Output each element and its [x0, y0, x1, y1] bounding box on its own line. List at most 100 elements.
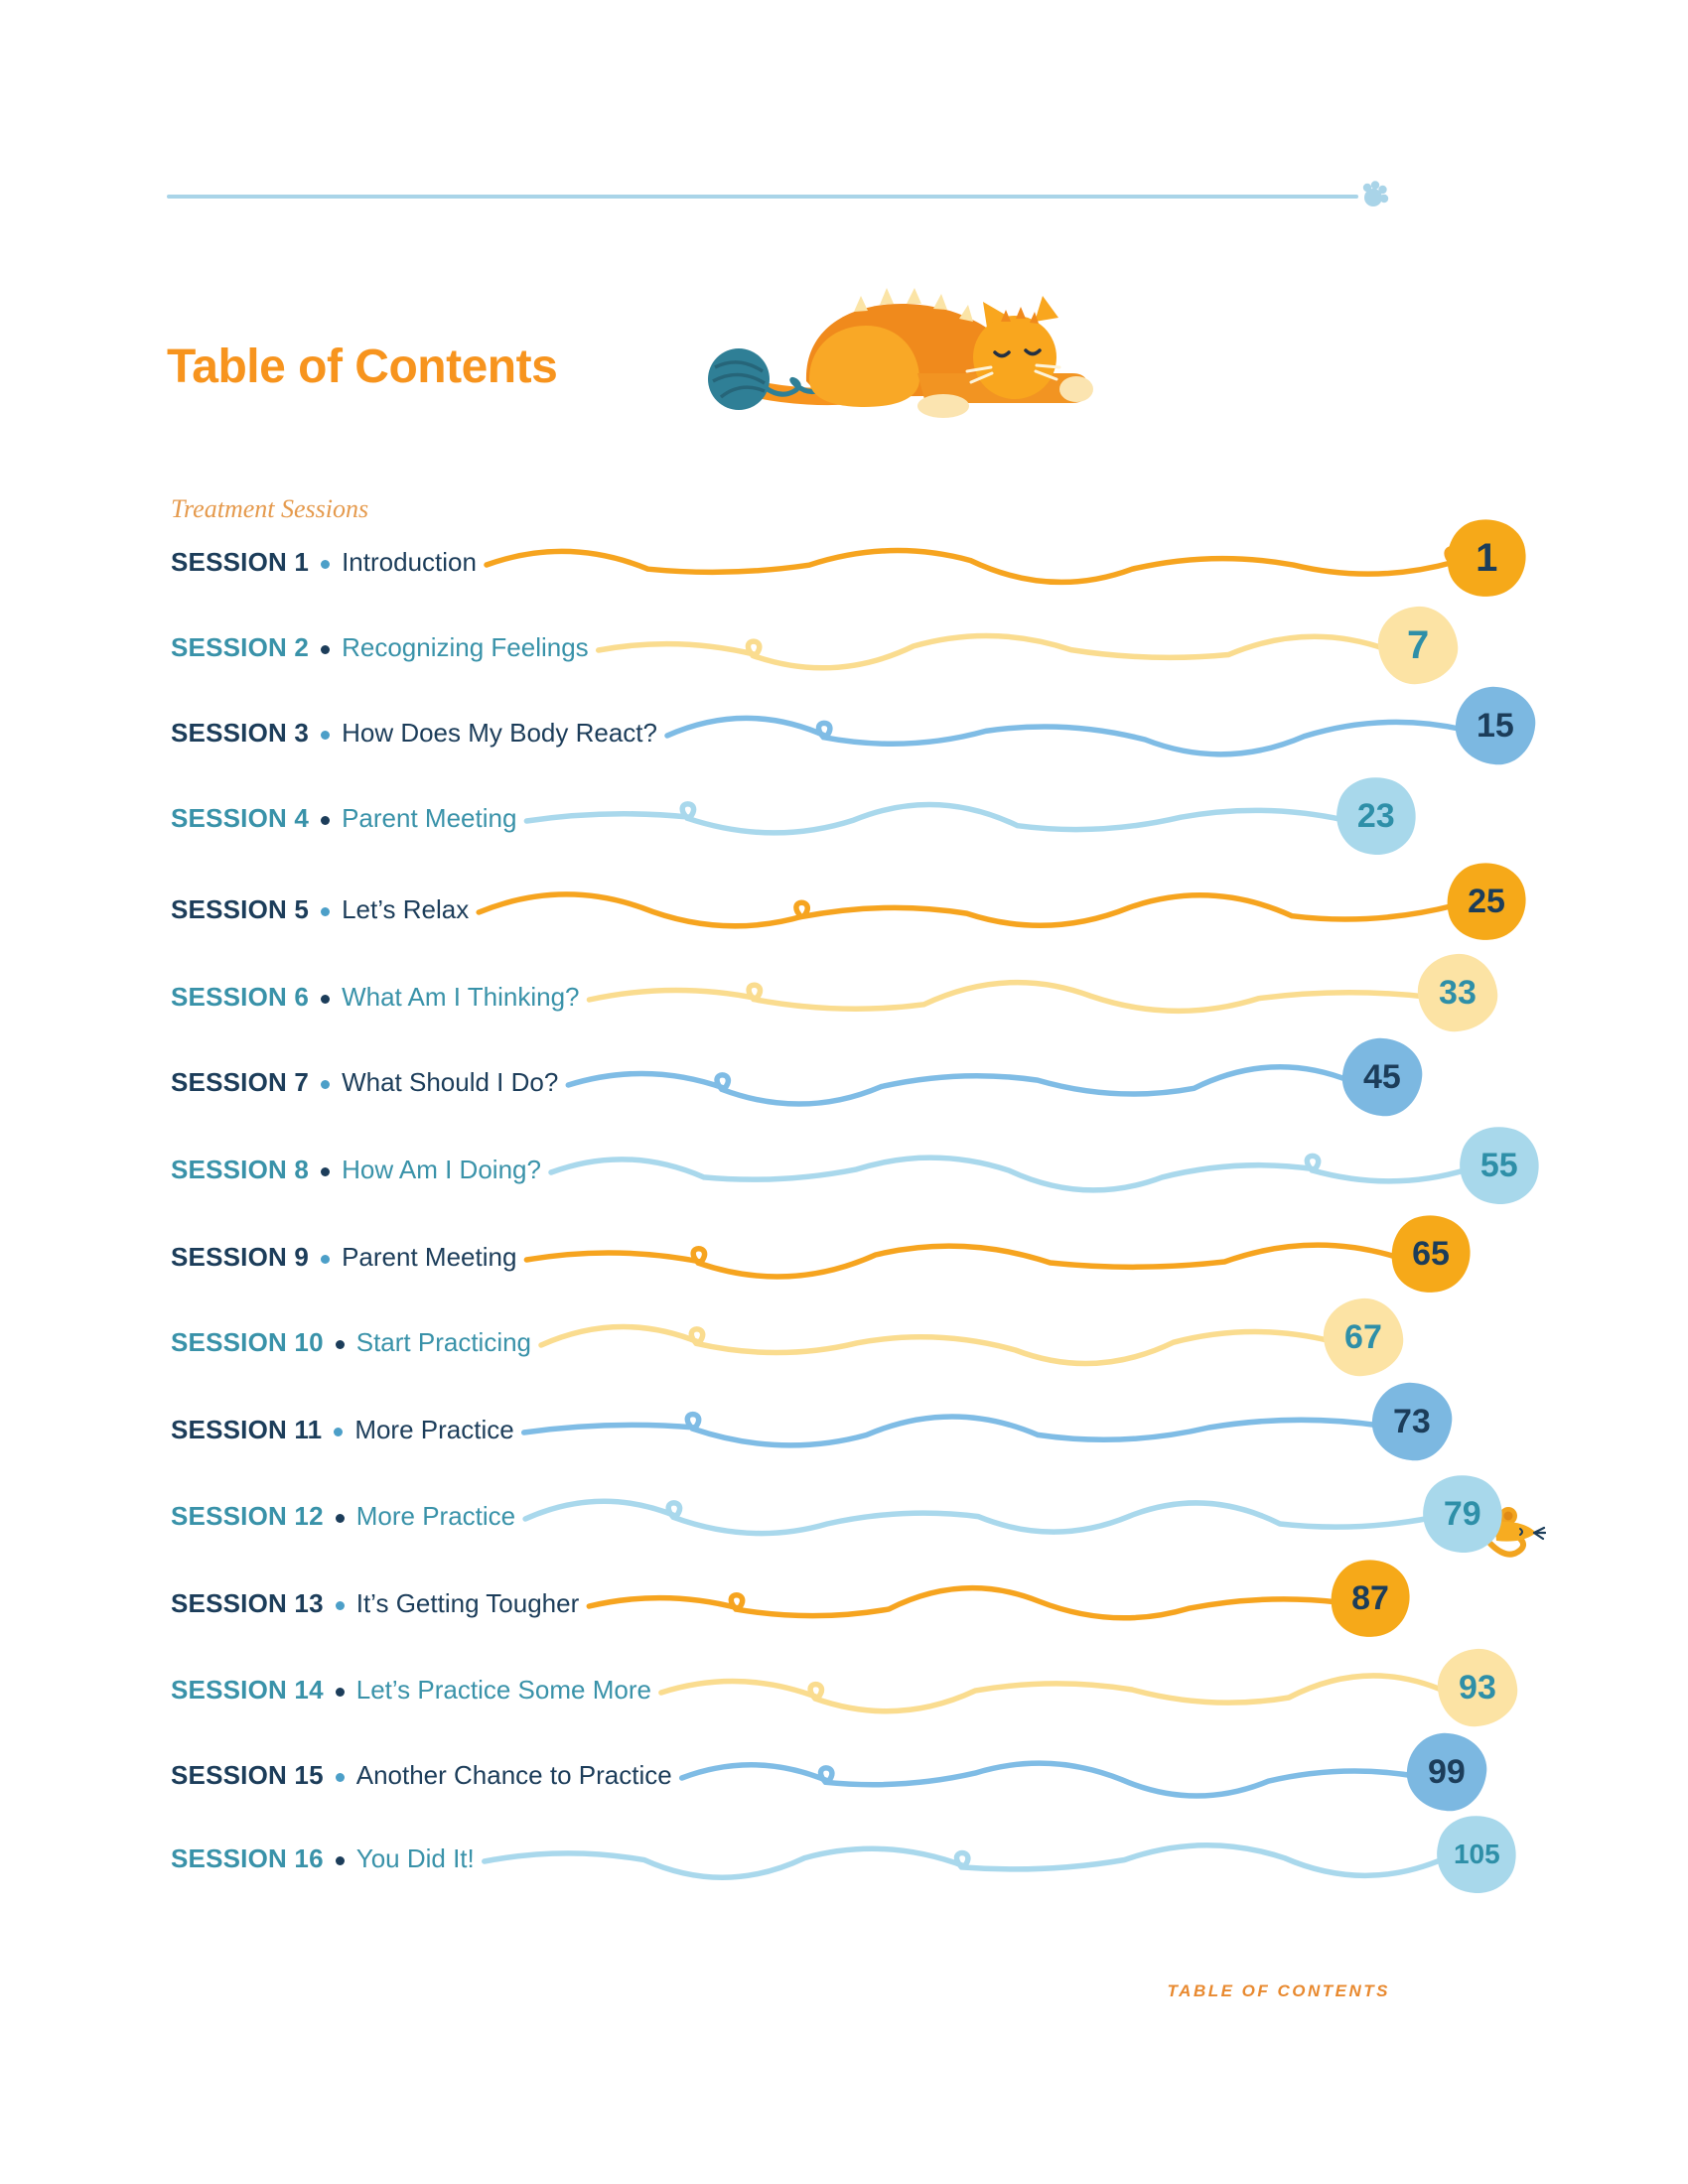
session-label: SESSION 8 [171, 1154, 310, 1184]
bullet-icon [335, 1339, 345, 1349]
toc-row: SESSION 14 Let’s Practice Some More 93 [0, 1646, 1688, 1729]
page-number: 79 [1444, 1494, 1481, 1533]
toc-row: SESSION 3 How Does My Body React? 15 [0, 683, 1688, 768]
session-title: How Am I Doing? [342, 1154, 541, 1184]
page-number: 7 [1406, 622, 1430, 667]
session-label: SESSION 7 [171, 1066, 310, 1097]
page-number: 73 [1393, 1402, 1431, 1440]
yarn-ball-page-blob: 73 [1368, 1379, 1456, 1464]
page-number: 45 [1363, 1057, 1401, 1096]
session-title: Let’s Practice Some More [355, 1674, 651, 1705]
session-label: SESSION 2 [171, 631, 310, 662]
page-number: 93 [1459, 1668, 1496, 1706]
toc-row: SESSION 15 Another Chance to Practice 99 [0, 1729, 1688, 1815]
yarn-ball-page-blob: 15 [1452, 683, 1539, 768]
session-title: What Am I Thinking? [342, 981, 580, 1012]
bullet-icon [321, 906, 331, 916]
bullet-icon [334, 1427, 344, 1436]
page-number: 105 [1453, 1839, 1500, 1869]
session-title: You Did It! [355, 1843, 475, 1873]
page-number: 55 [1480, 1146, 1518, 1184]
session-label: SESSION 1 [171, 546, 310, 577]
session-label: SESSION 4 [171, 802, 310, 833]
yarn-paw-icon [1362, 181, 1389, 206]
yarn-ball-page-blob: 7 [1375, 604, 1461, 687]
page-number: 33 [1439, 973, 1477, 1012]
bullet-icon [335, 1513, 345, 1523]
yarn-ball-page-blob: 33 [1415, 951, 1500, 1034]
page-number: 99 [1428, 1752, 1466, 1791]
yarn-ball-page-blob: 67 [1321, 1296, 1406, 1379]
bullet-icon [321, 644, 331, 654]
toc-row: SESSION 1 Introduction 1 [0, 511, 1688, 605]
toc-row: SESSION 10 Start Practicing 67 [0, 1296, 1688, 1379]
toc-row: SESSION 2 Recognizing Feelings 7 [0, 604, 1688, 687]
session-title: Introduction [342, 546, 477, 577]
session-label: SESSION 5 [171, 893, 310, 924]
session-title: Let’s Relax [342, 893, 470, 924]
toc-row: SESSION 12 More Practice 79 [0, 1466, 1688, 1562]
page-number: 15 [1477, 706, 1514, 745]
header-rule [167, 195, 1358, 199]
toc-row: SESSION 13 It’s Getting Tougher 87 [0, 1552, 1688, 1645]
yarn-ball-page-blob: 105 [1428, 1807, 1525, 1902]
page-number: 1 [1475, 535, 1498, 580]
toc-row: SESSION 11 More Practice 73 [0, 1379, 1688, 1464]
session-title: Parent Meeting [342, 802, 517, 833]
bullet-icon [335, 1600, 345, 1610]
bullet-icon [321, 815, 331, 825]
yarn-ball-page-blob: 23 [1328, 768, 1425, 864]
session-title: Start Practicing [355, 1326, 532, 1357]
page-number: 87 [1351, 1578, 1389, 1617]
session-title: Another Chance to Practice [355, 1759, 672, 1790]
bullet-icon [321, 1166, 331, 1176]
session-title: More Practice [355, 1500, 516, 1531]
session-label: SESSION 12 [171, 1500, 324, 1531]
toc-row: SESSION 8 How Am I Doing? 55 [0, 1118, 1688, 1213]
session-label: SESSION 6 [171, 981, 310, 1012]
bullet-icon [321, 1254, 331, 1264]
yarn-ball-page-blob: 55 [1451, 1118, 1548, 1213]
session-title: How Does My Body React? [342, 717, 657, 748]
session-label: SESSION 10 [171, 1326, 324, 1357]
bullet-icon [321, 730, 331, 740]
session-label: SESSION 11 [171, 1414, 323, 1444]
session-title: More Practice [354, 1414, 514, 1444]
toc-row: SESSION 4 Parent Meeting 23 [0, 768, 1688, 864]
session-label: SESSION 3 [171, 717, 310, 748]
session-label: SESSION 14 [171, 1674, 324, 1705]
page-number: 65 [1412, 1234, 1450, 1273]
session-label: SESSION 15 [171, 1759, 324, 1790]
session-label: SESSION 13 [171, 1587, 324, 1618]
page-number: 67 [1344, 1317, 1382, 1356]
yarn-ball-page-blob: 65 [1383, 1207, 1478, 1300]
yarn-ball-page-blob: 45 [1338, 1034, 1426, 1120]
toc-row: SESSION 9 Parent Meeting 65 [0, 1207, 1688, 1300]
yarn-ball-page-blob: 87 [1323, 1552, 1418, 1645]
sleeping-cat-with-yarn-ball-illustration [708, 288, 1093, 418]
bullet-icon [321, 1079, 331, 1089]
page-title: Table of Contents [167, 341, 558, 393]
yarn-ball-page-blob: 99 [1403, 1729, 1490, 1815]
yarn-ball-page-blob: 25 [1439, 855, 1534, 948]
bullet-icon [321, 994, 331, 1004]
session-title: Recognizing Feelings [342, 631, 589, 662]
page-number: 25 [1468, 882, 1505, 920]
bullet-icon [335, 1855, 345, 1865]
toc-row: SESSION 7 What Should I Do? 45 [0, 1034, 1688, 1120]
footer-running-title: TABLE OF CONTENTS [1167, 1981, 1390, 2000]
section-label: Treatment Sessions [171, 494, 369, 523]
mouse-icon [1487, 1507, 1546, 1558]
yarn-ball-page-blob: 93 [1435, 1646, 1520, 1729]
session-title: What Should I Do? [342, 1066, 559, 1097]
session-label: SESSION 16 [171, 1843, 324, 1873]
page-number: 23 [1357, 796, 1395, 835]
bullet-icon [321, 559, 331, 569]
session-title: Parent Meeting [342, 1241, 517, 1272]
session-title: It’s Getting Tougher [355, 1587, 580, 1618]
session-label: SESSION 9 [171, 1241, 310, 1272]
toc-row: SESSION 6 What Am I Thinking? 33 [0, 951, 1688, 1034]
toc-row: SESSION 16 You Did It! 105 [0, 1807, 1688, 1902]
bullet-icon [335, 1687, 345, 1697]
